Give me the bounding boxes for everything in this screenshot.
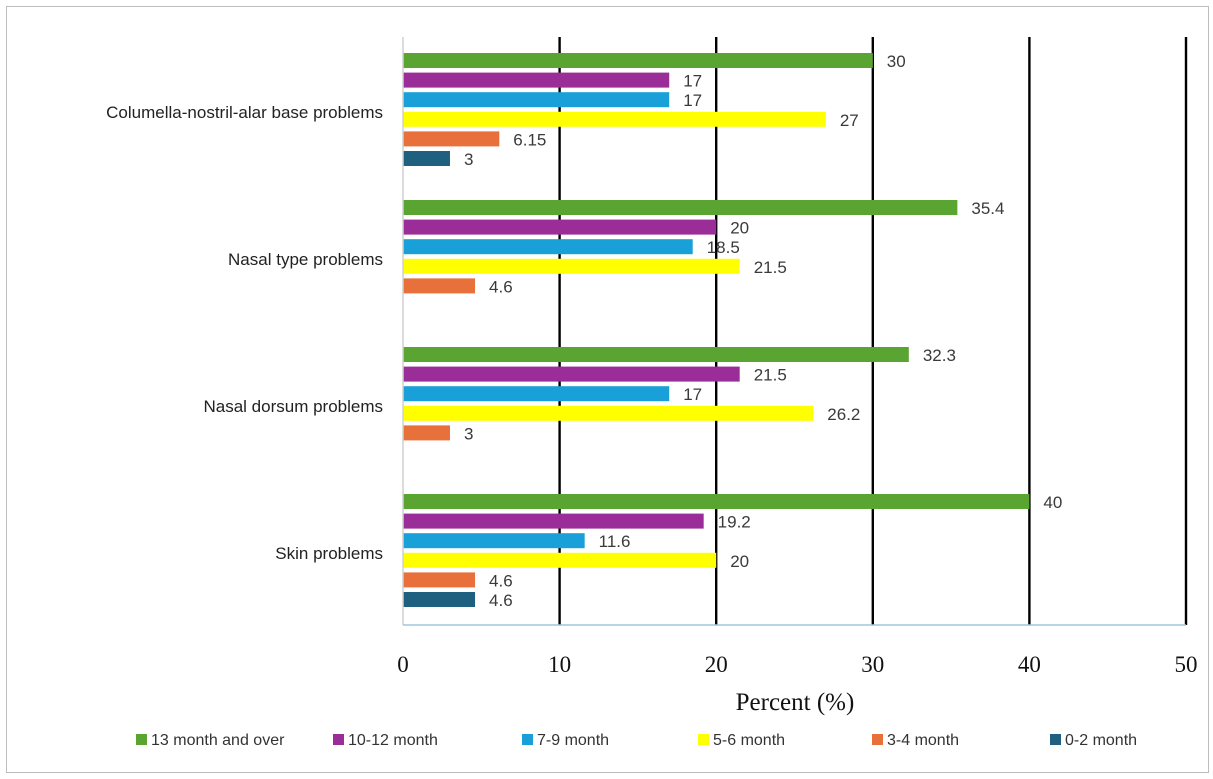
data-label: 40: [1043, 493, 1062, 512]
data-label: 6.15: [513, 130, 546, 149]
data-label: 18.5: [707, 238, 740, 257]
bar-3-4-month: [403, 131, 500, 147]
legend-label: 0-2 month: [1065, 732, 1137, 749]
data-label: 20: [730, 552, 749, 571]
data-label: 32.3: [923, 346, 956, 365]
data-label: 21.5: [754, 258, 787, 277]
legend-label: 5-6 month: [713, 732, 785, 749]
legend-swatch: [1050, 734, 1061, 745]
data-label: 17: [683, 72, 702, 91]
axes: [402, 37, 1186, 626]
bar-5-6-month: [403, 258, 740, 274]
bars: [403, 53, 1030, 607]
bar-7-9-month: [403, 533, 585, 549]
bar-5-6-month: [403, 111, 826, 127]
bar-7-9-month: [403, 92, 670, 108]
data-label: 3: [464, 150, 473, 169]
legend-label: 10-12 month: [348, 732, 438, 749]
bar-13-month-and-over: [403, 347, 909, 362]
x-tick-label: 10: [548, 652, 571, 677]
data-label: 11.6: [599, 532, 631, 551]
data-label: 4.6: [489, 571, 513, 590]
bar-13-month-and-over: [403, 494, 1030, 509]
bar-13-month-and-over: [403, 53, 873, 68]
legend-swatch: [698, 734, 709, 745]
legend: 13 month and over 10-12 month 7-9 month 5-6…: [136, 732, 1137, 749]
x-tick-label: 40: [1018, 652, 1041, 677]
bar-13-month-and-over: [403, 200, 958, 215]
x-tick-label: 20: [705, 652, 728, 677]
data-label: 20: [730, 219, 749, 238]
category-label: Columella-nostril-alar base problems: [106, 103, 383, 122]
legend-swatch: [872, 734, 883, 745]
bar-10-12-month: [403, 219, 717, 235]
bar-3-4-month: [403, 425, 450, 441]
bar-10-12-month: [403, 72, 670, 88]
bar-0-2-month: [403, 592, 476, 607]
data-label: 27: [840, 111, 859, 130]
category-label: Nasal dorsum problems: [203, 397, 383, 416]
bar-7-9-month: [403, 239, 693, 255]
bar-3-4-month: [403, 572, 476, 588]
data-label: 3: [464, 424, 473, 443]
bar-7-9-month: [403, 386, 670, 402]
legend-swatch: [522, 734, 533, 745]
data-label: 19.2: [718, 513, 751, 532]
bar-0-2-month: [403, 151, 450, 166]
category-label: Skin problems: [275, 544, 383, 563]
bar-10-12-month: [403, 366, 740, 382]
data-label: 26.2: [827, 405, 860, 424]
data-label: 21.5: [754, 366, 787, 385]
data-label: 17: [683, 385, 702, 404]
bar-5-6-month: [403, 552, 717, 568]
legend-label: 3-4 month: [887, 732, 959, 749]
data-label: 4.6: [489, 277, 513, 296]
legend-label: 7-9 month: [537, 732, 609, 749]
data-label: 4.6: [489, 591, 513, 610]
bar-5-6-month: [403, 405, 814, 421]
x-tick-label: 30: [861, 652, 884, 677]
category-label: Nasal type problems: [228, 250, 383, 269]
x-axis-title: Percent (%): [736, 689, 855, 716]
x-tick-label: 0: [397, 652, 409, 677]
data-label: 17: [683, 91, 702, 110]
bar-3-4-month: [403, 278, 476, 294]
bar-10-12-month: [403, 513, 704, 529]
data-label: 35.4: [971, 199, 1004, 218]
legend-swatch: [333, 734, 344, 745]
labels: 0 10 20 30 40 50 Columella-nostril-alar base p…: [106, 52, 1197, 677]
legend-label: 13 month and over: [151, 732, 285, 749]
legend-swatch: [136, 734, 147, 745]
data-label: 30: [887, 52, 906, 71]
x-tick-label: 50: [1175, 652, 1198, 677]
